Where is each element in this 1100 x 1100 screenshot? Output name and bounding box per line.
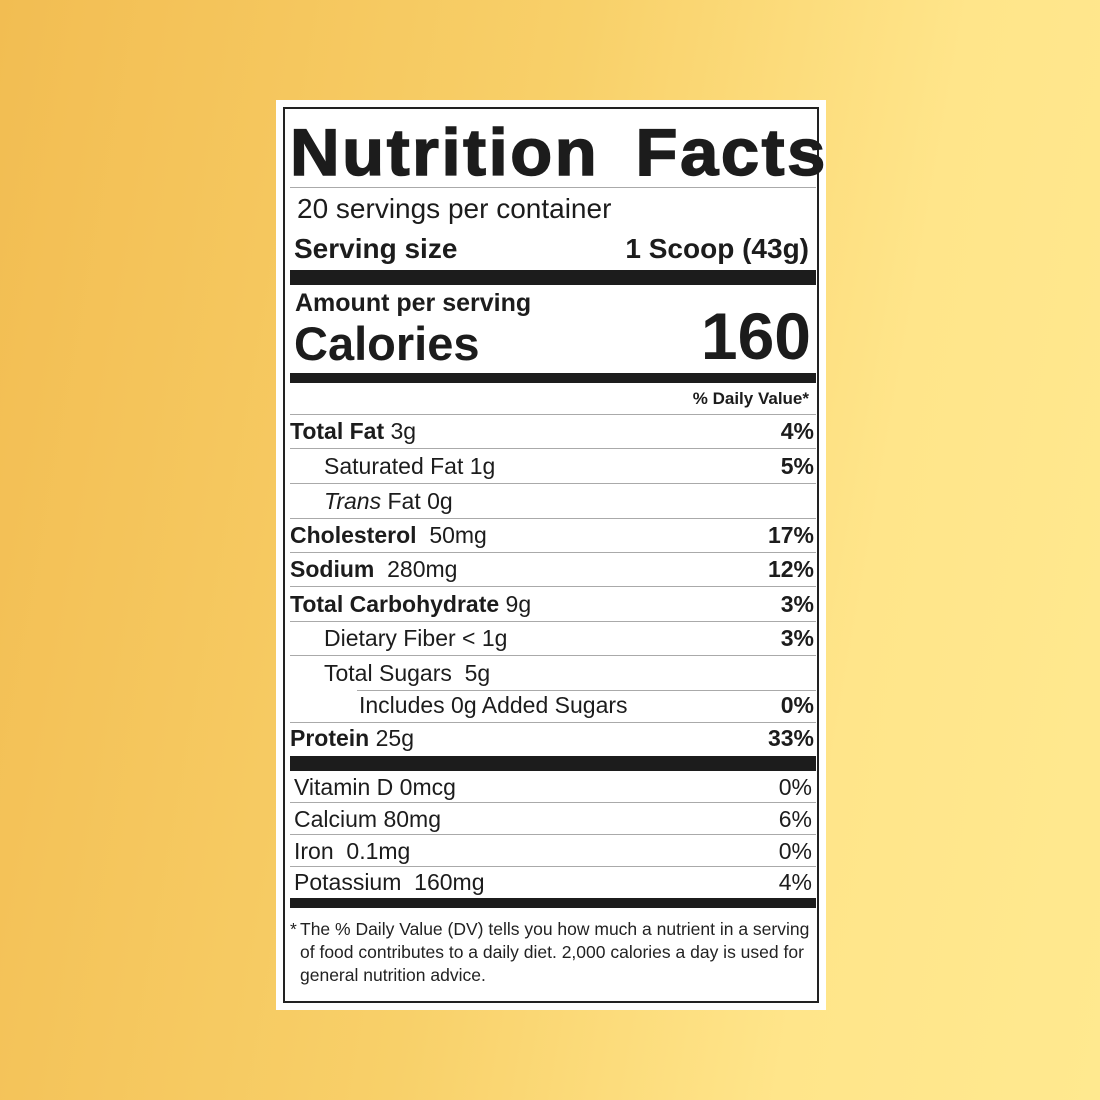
vitamin-row-vitamin-d: Vitamin D 0mcg 0% xyxy=(290,771,816,803)
thick-divider xyxy=(290,270,816,285)
nutrient-row-total-fat: Total Fat 3g 4% xyxy=(290,414,816,449)
thick-divider xyxy=(290,373,816,383)
footnote: * The % Daily Value (DV) tells you how mu… xyxy=(290,919,810,985)
nutrient-row-added-sugars: Includes 0g Added Sugars 0% xyxy=(290,688,816,723)
divider xyxy=(290,414,816,415)
thick-divider xyxy=(290,898,816,908)
calories-value: 160 xyxy=(700,299,811,373)
nutrient-row-total-sugars: Total Sugars 5g xyxy=(324,660,491,686)
nutrient-row-sodium: Sodium 280mg 12% xyxy=(290,552,816,587)
thick-divider xyxy=(290,756,816,771)
nutrient-row-dietary-fiber: Dietary Fiber < 1g 3% xyxy=(290,621,816,656)
label-title: Nutrition Facts xyxy=(289,114,828,190)
serving-size-value: 1 Scoop (43g) xyxy=(625,233,809,264)
servings-per-container: 20 servings per container xyxy=(297,193,612,224)
nutrient-row-protein: Protein 25g 33% xyxy=(290,725,814,751)
calories-label: Calories xyxy=(294,317,480,370)
nutrient-row-trans-fat: Trans Fat 0g xyxy=(290,484,816,519)
vitamin-row-potassium: Potassium 160mg 4% xyxy=(294,869,812,895)
vitamin-row-iron: Iron 0.1mg 0% xyxy=(290,835,816,867)
divider xyxy=(290,187,816,188)
nutrient-row-total-carbohydrate: Total Carbohydrate 9g 3% xyxy=(290,587,816,622)
serving-size-label: Serving size xyxy=(294,233,458,264)
daily-value-header: % Daily Value* xyxy=(692,389,809,408)
nutrition-label xyxy=(276,100,826,1010)
label-border xyxy=(283,107,819,1003)
nutrient-row-cholesterol: Cholesterol 50mg 17% xyxy=(290,518,816,553)
amount-per-serving: Amount per serving xyxy=(295,289,532,317)
divider xyxy=(357,690,816,691)
nutrient-row-saturated-fat: Saturated Fat 1g 5% xyxy=(290,449,816,484)
vitamin-row-calcium: Calcium 80mg 6% xyxy=(290,803,816,835)
